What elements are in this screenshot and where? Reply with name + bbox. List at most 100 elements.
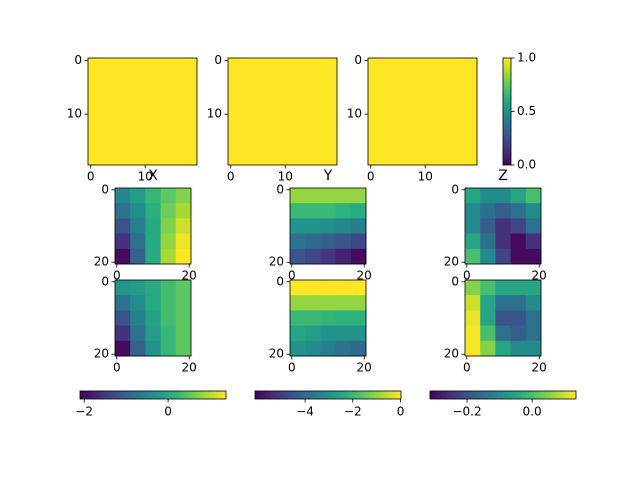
heatmap-cell: [510, 340, 527, 357]
heatmap-cell: [160, 310, 177, 326]
axes-title: Z: [498, 168, 508, 184]
heatmap-cell: [335, 203, 352, 219]
heatmap-cell: [160, 340, 177, 357]
heatmap-cell: [350, 188, 367, 204]
heatmap-cell: [510, 233, 527, 250]
heatmap-cell: [305, 340, 321, 357]
heatmap-cell: [160, 295, 177, 311]
heatmap-cell: [305, 233, 321, 250]
y-tick-label: 0: [101, 182, 109, 196]
heatmap-cell: [130, 233, 146, 250]
heatmap-cell: [350, 280, 367, 296]
y-tick-label: 10: [67, 107, 82, 121]
heatmap-cell: [525, 248, 542, 265]
heatmap-cell: [305, 248, 321, 265]
heatmap-cell: [145, 248, 161, 265]
heatmap-cell: [115, 325, 131, 342]
heatmap-cell: [525, 340, 542, 357]
heatmap-cell: [130, 325, 146, 342]
heatmap-cell: [305, 295, 321, 311]
heatmap-cell: [350, 203, 367, 219]
heatmap-cell: [335, 248, 352, 265]
x-tick-label: 10: [278, 170, 293, 184]
heatmap-cell: [175, 310, 192, 326]
colorbar-tick-label: 0.0: [523, 405, 542, 419]
y-tick-label: 20: [444, 347, 459, 361]
x-tick-label: 0: [288, 269, 296, 283]
x-tick-label: 0: [463, 361, 471, 375]
heatmap-cell: [175, 280, 192, 296]
heatmap-cell: [160, 325, 177, 342]
axes-frame: [464, 187, 542, 265]
heatmap-cell: [495, 203, 511, 219]
x-tick-label: 0: [227, 170, 235, 184]
heatmap-cell: [480, 248, 496, 265]
heatmap-cell: [145, 280, 161, 296]
heatmap-cell: [480, 295, 496, 311]
heatmap-cell: [480, 280, 496, 296]
heatmap-cell: [465, 203, 481, 219]
heatmap-cell: [175, 325, 192, 342]
heatmap-cell: [510, 310, 527, 326]
heatmap-cell: [290, 310, 306, 326]
axes-frame: [227, 57, 338, 166]
heatmap-cell: [495, 340, 511, 357]
heatmap-cell: [480, 218, 496, 234]
heatmap-cell: [115, 248, 131, 265]
heatmap-cell: [510, 280, 527, 296]
axes-title: Y: [323, 168, 333, 184]
heatmap-cell: [320, 248, 336, 265]
heatmap-cell: [115, 218, 131, 234]
heatmap-cell: [130, 295, 146, 311]
colorbar-tick-label: 0: [164, 405, 172, 419]
y-tick-label: 0: [101, 274, 109, 288]
heatmap-cell: [495, 248, 511, 265]
heatmap-cell: [175, 248, 192, 265]
heatmap-cell: [175, 340, 192, 357]
heatmap-cell: [115, 295, 131, 311]
heatmap-cell: [335, 340, 352, 357]
heatmap-cell: [480, 340, 496, 357]
colorbar-tick-label: 1.0: [517, 51, 536, 65]
heatmap-cell: [130, 248, 146, 265]
heatmap-cell: [495, 280, 511, 296]
axes-frame: [114, 279, 192, 357]
heatmap-cell: [510, 218, 527, 234]
heatmap-cell: [525, 188, 542, 204]
x-tick-label: 0: [113, 361, 121, 375]
heatmap-cell: [510, 295, 527, 311]
heatmap-cell: [335, 310, 352, 326]
heatmap-cell: [130, 218, 146, 234]
x-tick-label: 10: [418, 170, 433, 184]
heatmap-cell: [465, 310, 481, 326]
heatmap-cell: [145, 233, 161, 250]
heatmap-cell: [130, 340, 146, 357]
heatmap-cell: [495, 325, 511, 342]
heatmap-cell: [525, 203, 542, 219]
heatmap-cell: [145, 310, 161, 326]
y-tick-label: 0: [451, 274, 459, 288]
heatmap-cell: [495, 188, 511, 204]
heatmap-cell: [305, 188, 321, 204]
y-tick-label: 20: [269, 255, 284, 269]
axes-frame: [367, 57, 478, 166]
heatmap-cell: [290, 325, 306, 342]
heatmap-cell: [350, 325, 367, 342]
heatmap-cell: [350, 295, 367, 311]
heatmap-cell: [320, 203, 336, 219]
heatmap-cell: [480, 188, 496, 204]
y-tick-label: 20: [269, 347, 284, 361]
heatmap-cell: [290, 280, 306, 296]
axes-title: X: [148, 168, 158, 184]
heatmap-cell: [525, 280, 542, 296]
y-tick-label: 0: [276, 274, 284, 288]
x-tick-label: 10: [138, 170, 153, 184]
heatmap-cell: [465, 340, 481, 357]
y-tick-label: 10: [347, 107, 362, 121]
heatmap-cell: [335, 280, 352, 296]
heatmap-cell: [465, 325, 481, 342]
x-tick-label: 0: [463, 269, 471, 283]
x-tick-label: 0: [113, 269, 121, 283]
heatmap-cell: [88, 58, 198, 166]
colorbar-tick-label: −2: [75, 405, 93, 419]
